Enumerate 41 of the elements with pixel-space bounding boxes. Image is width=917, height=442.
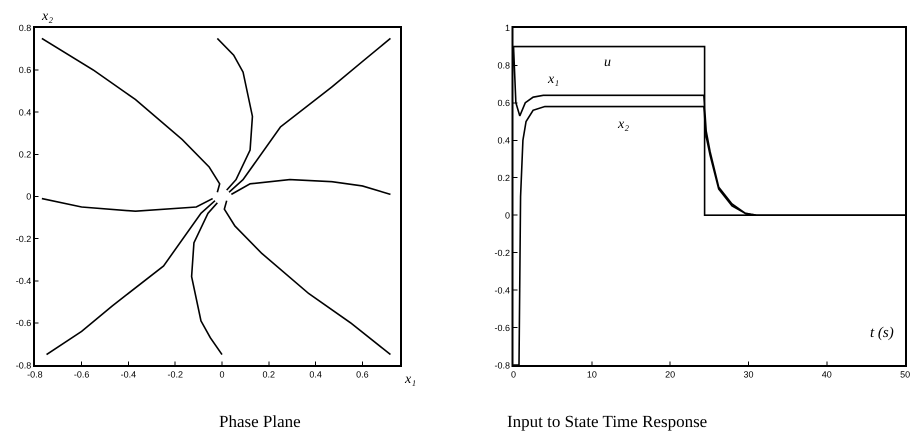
series-label: x₂ xyxy=(617,117,630,132)
y-tick-label: 0.4 xyxy=(497,135,510,146)
x-tick-label: 0.4 xyxy=(309,370,322,380)
y-tick-label: 0.2 xyxy=(497,172,510,183)
x-tick-label: -0.6 xyxy=(74,370,90,380)
x-tick-label: 40 xyxy=(822,370,832,380)
x-tick-label: 0.6 xyxy=(356,370,369,380)
x-tick-label: 0.2 xyxy=(262,370,276,380)
x-axis-title: x₁ xyxy=(404,372,416,387)
series-label: u xyxy=(604,55,611,70)
x-tick-label: 30 xyxy=(743,370,754,380)
x-tick-label: -0.8 xyxy=(27,370,43,380)
y-tick-label: -0.8 xyxy=(16,360,32,370)
y-tick-label: -0.6 xyxy=(16,318,32,328)
x-tick-label: -0.2 xyxy=(167,370,183,380)
y-tick-label: 0 xyxy=(26,192,32,202)
y-tick-label: -0.8 xyxy=(494,360,510,370)
x-tick-label: 10 xyxy=(586,370,597,380)
y-tick-label: 0.6 xyxy=(497,98,510,108)
x-tick-label: 0 xyxy=(220,370,225,380)
y-tick-label: -0.4 xyxy=(494,285,510,296)
y-tick-label: -0.2 xyxy=(16,234,32,244)
x-tick-label: 20 xyxy=(665,370,676,380)
y-tick-label: 0.8 xyxy=(497,60,510,70)
y-tick-label: 0 xyxy=(504,210,510,220)
y-tick-label: 0.8 xyxy=(18,22,32,33)
y-tick-label: 0.2 xyxy=(18,149,32,160)
x-tick-label: 0 xyxy=(511,370,516,380)
y-tick-label: 1 xyxy=(504,22,510,33)
y-tick-label: -0.6 xyxy=(494,322,510,333)
x-axis-title: t (s) xyxy=(870,325,894,341)
y-axis-title: x₂ xyxy=(41,9,54,24)
y-tick-label: -0.4 xyxy=(16,276,32,286)
text: Phase Plane xyxy=(219,412,301,431)
series-label: x₁ xyxy=(547,72,560,87)
x-tick-label: 50 xyxy=(900,370,910,380)
y-tick-label: 0.4 xyxy=(18,107,32,118)
y-tick-label: -0.2 xyxy=(494,248,510,258)
y-tick-label: 0.6 xyxy=(18,65,32,76)
x-tick-label: -0.4 xyxy=(120,370,136,380)
text: Input to State Time Response xyxy=(507,412,708,431)
